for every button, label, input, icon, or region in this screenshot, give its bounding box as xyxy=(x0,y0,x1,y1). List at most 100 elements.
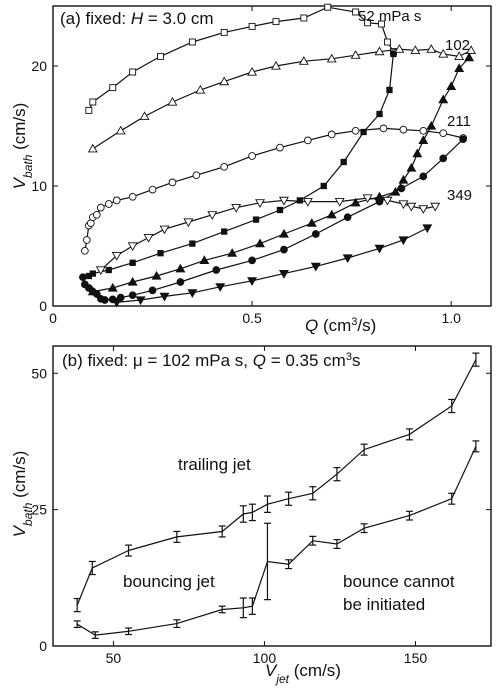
panel-a-data-point xyxy=(334,197,345,207)
panel-a-data-point xyxy=(159,292,170,302)
panel-a-y-axis-label: Vbath (cm/s) xyxy=(10,103,35,190)
panel-a-data-point xyxy=(418,135,429,145)
panel-a-data-point xyxy=(343,213,352,222)
panel-a-data-point xyxy=(303,136,312,145)
panel-a-data-point xyxy=(212,266,221,274)
panel-b-series-0 xyxy=(73,352,480,613)
panel-a-data-point xyxy=(360,128,367,136)
panel-a-y-tick-label: 10 xyxy=(31,178,47,194)
panel-a-data-point xyxy=(351,126,360,135)
panel-a-data-point xyxy=(111,251,122,261)
panel-a-data-point xyxy=(129,68,137,76)
panel-a-data-point xyxy=(419,126,428,135)
panel-a-data-point xyxy=(195,84,206,94)
panel-a-data-point xyxy=(376,110,383,118)
panel-a-data-point xyxy=(300,14,308,22)
panel-a-data-point xyxy=(129,259,136,266)
label-52-mpa-s: 52 mPa s xyxy=(358,8,421,25)
panel-b-y-axis-label: Vbath (cm/s) xyxy=(10,451,35,538)
panel-a-data-point xyxy=(454,63,465,73)
panel-a-data-point xyxy=(459,135,467,144)
panel-a-y-tick-label: 20 xyxy=(31,58,47,74)
panel-a-data-point xyxy=(187,289,198,298)
panel-a-data-point xyxy=(306,218,317,227)
panel-a-data-point xyxy=(157,250,164,257)
panel-a-data-point xyxy=(438,94,449,104)
panel-a-data-point xyxy=(127,242,138,252)
panel-a-data-point xyxy=(310,262,321,272)
panel-b-series-1 xyxy=(73,440,480,639)
panel-b-x-ticks: 50 100 150 xyxy=(106,346,427,666)
panel-b: 50 100 150 0 25 50 (b) fixed: μ = 102 mPa s,… xyxy=(10,345,492,686)
panel-a-data-point xyxy=(215,283,226,292)
panel-a-data-point xyxy=(382,196,393,206)
panel-a-data-point xyxy=(272,18,280,26)
panel-a-data-point xyxy=(378,20,385,28)
panel-a-data-point xyxy=(255,238,266,248)
panel-a-data-point xyxy=(87,143,98,153)
panel-b-y-ticks: 0 25 50 xyxy=(31,365,491,654)
panel-a-data-point xyxy=(419,172,428,181)
panel-a-data-point xyxy=(248,256,256,265)
panel-a-data-point xyxy=(199,255,210,264)
panel-a-data-point xyxy=(96,203,105,212)
panel-a-data-point xyxy=(276,206,284,214)
panel-a-data-point xyxy=(430,202,441,212)
panel-a-data-point xyxy=(326,53,337,63)
panel-a-data-point xyxy=(352,8,360,16)
panel-a-series-line xyxy=(88,6,394,111)
panel-a-x-tick-label: 0 xyxy=(49,310,57,326)
panel-a-data-point xyxy=(255,199,266,208)
panel-a-data-point xyxy=(406,162,417,172)
panel-a-y-tick-label: 0 xyxy=(39,298,47,314)
panel-a-data-point xyxy=(278,228,289,238)
panel-a-series-3 xyxy=(87,52,475,296)
panel-a-data-point xyxy=(252,216,260,223)
panel-a-data-point xyxy=(320,182,327,190)
region-label-trailing-jet: trailing jet xyxy=(178,455,251,474)
panel-a-data-point xyxy=(135,296,146,306)
panel-a-title: (a) fixed: H = 3.0 cm xyxy=(60,9,214,28)
panel-a-x-tick-label: 1.0 xyxy=(441,310,461,326)
panel-a-data-point xyxy=(379,124,388,133)
panel-a-data-point xyxy=(280,245,288,254)
panel-a-series-5 xyxy=(79,135,467,304)
panel-a-data-point xyxy=(276,143,284,152)
panel-a-data-point xyxy=(175,263,186,273)
panel-a-data-point xyxy=(350,197,361,207)
panel-a-data-point xyxy=(311,230,320,238)
panel-b-y-tick-label: 0 xyxy=(39,638,47,654)
panel-b-title: (b) fixed: μ = 102 mPa s, Q = 0.35 cm3s xyxy=(62,351,360,370)
label-102: 102 xyxy=(445,37,470,54)
panel-b-series xyxy=(73,352,480,639)
panel-a-x-tick-label: 0.5 xyxy=(242,310,262,326)
panel-a-data-point xyxy=(298,56,309,65)
panel-a-data-point xyxy=(398,174,409,184)
panel-a-data-point xyxy=(248,152,256,160)
panel-a-series-1 xyxy=(85,50,397,280)
panel-a-data-point xyxy=(107,282,118,292)
panel-a-data-point xyxy=(79,273,87,282)
panel-a-series-2 xyxy=(87,44,477,153)
panel-a-data-point xyxy=(364,19,372,27)
panel-b-x-axis-label: Vjet (cm/s) xyxy=(265,661,341,686)
panel-a-data-point xyxy=(398,200,409,210)
panel-a-data-point xyxy=(111,298,122,308)
panel-a-series-4 xyxy=(81,124,467,255)
panel-a-data-point xyxy=(231,203,242,213)
panel-a-data-point xyxy=(227,248,238,257)
panel-a-data-point xyxy=(327,130,336,139)
panel-a-data-point xyxy=(399,125,408,134)
panel-a-data-point xyxy=(302,197,313,207)
panel-a-data-point xyxy=(426,120,437,130)
panel-a-data-point xyxy=(157,52,164,60)
panel-a-data-point xyxy=(418,205,429,214)
panel-a-data-point xyxy=(148,286,157,295)
panel-a-data-point xyxy=(324,3,332,11)
panel-a-series xyxy=(79,3,477,308)
panel-b-y-tick-label: 50 xyxy=(31,365,47,381)
panel-a-data-point xyxy=(438,48,449,58)
panel-a-data-point xyxy=(464,52,475,62)
panel-a-data-point xyxy=(100,296,109,304)
